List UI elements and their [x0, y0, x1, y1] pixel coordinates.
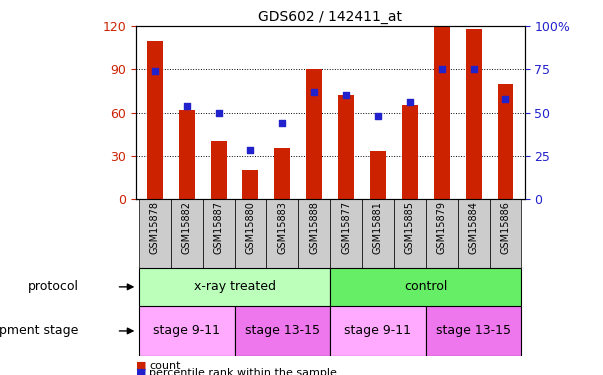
- Text: stage 13-15: stage 13-15: [245, 324, 320, 338]
- Bar: [178, 110, 195, 199]
- Bar: [139, 199, 171, 268]
- Text: GSM15885: GSM15885: [405, 201, 415, 254]
- Bar: [306, 69, 322, 199]
- Text: control: control: [404, 280, 447, 293]
- Bar: [274, 148, 290, 199]
- Text: ■: ■: [136, 361, 146, 370]
- Bar: [210, 141, 227, 199]
- Text: GSM15878: GSM15878: [150, 201, 160, 254]
- Title: GDS602 / 142411_at: GDS602 / 142411_at: [258, 10, 402, 24]
- Bar: [203, 199, 235, 268]
- Bar: [242, 170, 259, 199]
- Bar: [147, 40, 163, 199]
- Bar: [298, 199, 330, 268]
- Bar: [402, 105, 418, 199]
- Bar: [426, 199, 458, 268]
- Text: ■: ■: [136, 368, 146, 375]
- Text: GSM15877: GSM15877: [341, 201, 351, 254]
- Point: [150, 68, 160, 74]
- Bar: [490, 199, 522, 268]
- Bar: [338, 95, 354, 199]
- Bar: [466, 29, 482, 199]
- Text: GSM15880: GSM15880: [245, 201, 256, 254]
- Text: GSM15884: GSM15884: [469, 201, 479, 254]
- Text: count: count: [149, 361, 180, 370]
- Text: x-ray treated: x-ray treated: [194, 280, 276, 293]
- Bar: [235, 306, 330, 356]
- Bar: [267, 199, 298, 268]
- Text: GSM15883: GSM15883: [277, 201, 287, 254]
- Bar: [330, 268, 522, 306]
- Bar: [362, 199, 394, 268]
- Bar: [139, 306, 235, 356]
- Bar: [370, 151, 386, 199]
- Bar: [497, 84, 513, 199]
- Point: [309, 89, 319, 95]
- Bar: [394, 199, 426, 268]
- Point: [341, 92, 351, 98]
- Point: [373, 113, 383, 119]
- Text: stage 9-11: stage 9-11: [344, 324, 411, 338]
- Point: [405, 99, 415, 105]
- Text: GSM15887: GSM15887: [213, 201, 224, 254]
- Point: [469, 66, 478, 72]
- Text: GSM15881: GSM15881: [373, 201, 383, 254]
- Point: [182, 103, 192, 109]
- Point: [437, 66, 447, 72]
- Text: protocol: protocol: [27, 280, 78, 293]
- Text: percentile rank within the sample: percentile rank within the sample: [149, 368, 337, 375]
- Text: stage 9-11: stage 9-11: [153, 324, 220, 338]
- Text: development stage: development stage: [0, 324, 78, 338]
- Text: GSM15882: GSM15882: [182, 201, 192, 254]
- Bar: [426, 306, 522, 356]
- Text: GSM15888: GSM15888: [309, 201, 319, 254]
- Point: [213, 110, 223, 116]
- Point: [500, 96, 510, 102]
- Bar: [330, 306, 426, 356]
- Bar: [139, 268, 330, 306]
- Point: [277, 120, 287, 126]
- Text: GSM15886: GSM15886: [500, 201, 511, 254]
- Bar: [235, 199, 267, 268]
- Bar: [434, 26, 450, 199]
- Text: GSM15879: GSM15879: [437, 201, 447, 254]
- Bar: [458, 199, 490, 268]
- Text: stage 13-15: stage 13-15: [436, 324, 511, 338]
- Bar: [171, 199, 203, 268]
- Point: [245, 147, 255, 153]
- Bar: [330, 199, 362, 268]
